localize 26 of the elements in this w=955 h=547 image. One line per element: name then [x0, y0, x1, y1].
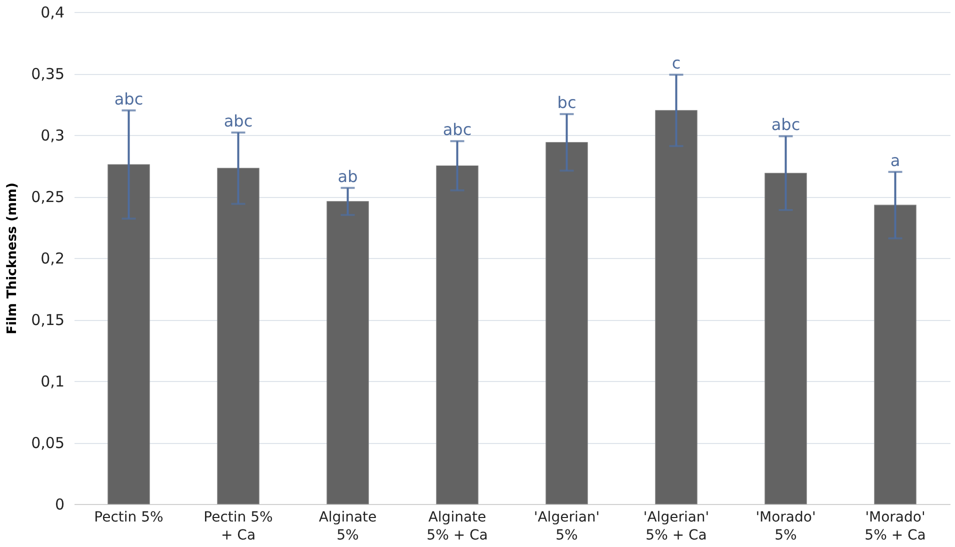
y-tick-label: 0 — [54, 496, 64, 514]
annotation: abc — [224, 112, 253, 131]
x-tick-label: 'Algerian' 5% — [534, 510, 600, 544]
x-tick-label: Alginate 5% + Ca — [426, 510, 488, 544]
x-tick-label: 'Morado' 5% — [756, 510, 816, 544]
y-tick-label: 0,25 — [31, 188, 64, 206]
annotation: bc — [557, 93, 576, 112]
annotation: abc — [114, 89, 144, 108]
y-tick-label: 0,4 — [40, 4, 64, 22]
annotation: abc — [771, 115, 800, 134]
x-tick-label: 'Morado' 5% + Ca — [864, 510, 926, 544]
x-tick-label: 'Algerian' 5% + Ca — [643, 510, 710, 544]
y-tick-label: 0,05 — [31, 434, 64, 452]
annotation: a — [890, 150, 900, 170]
y-tick-label: 0,2 — [40, 250, 64, 268]
x-tick-label: Alginate 5% — [318, 510, 377, 544]
y-tick-label: 0,3 — [40, 126, 64, 144]
x-tick-label: Pectin 5% + Ca — [204, 510, 273, 544]
y-tick-label: 0,15 — [31, 311, 64, 329]
annotation: c — [672, 54, 681, 73]
y-tick-label: 0,1 — [40, 372, 64, 390]
y-axis-title: Film Thickness (mm) — [5, 182, 20, 334]
y-tick-label: 0,35 — [31, 65, 64, 83]
annotation: abc — [442, 120, 472, 140]
annotation: ab — [338, 166, 358, 186]
x-tick-label: Pectin 5% — [94, 510, 164, 526]
